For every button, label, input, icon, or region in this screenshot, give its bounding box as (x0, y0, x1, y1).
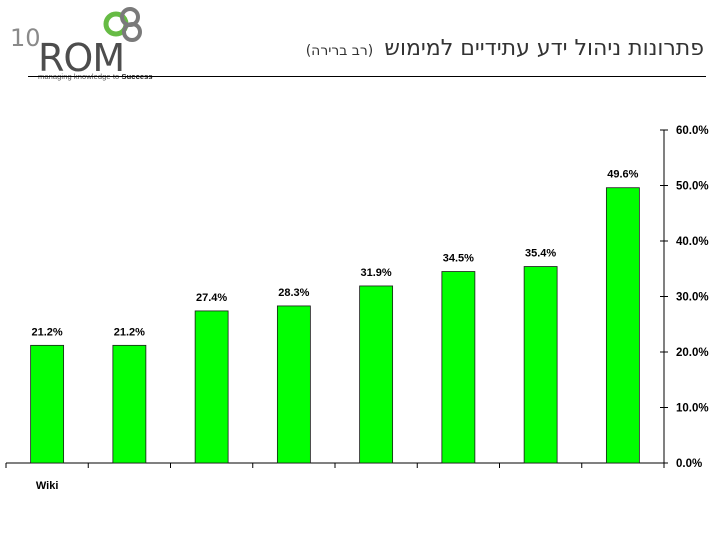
bar (441, 271, 476, 464)
bar (276, 305, 311, 464)
bar-data-label: 27.4% (196, 292, 227, 304)
header-divider (28, 76, 706, 77)
y-tick-label: 20.0% (676, 347, 709, 359)
bar-data-label: 21.2% (32, 326, 63, 338)
page-title-main: פתרונות ניהול ידע עתידיים למימוש (384, 36, 704, 61)
x-category-label: Wiki (36, 480, 59, 492)
y-tick-label: 60.0% (676, 125, 709, 137)
bar-data-label: 49.6% (607, 169, 638, 181)
page-title-subtitle: (רב ברירה) (305, 43, 374, 59)
bar-data-label: 35.4% (525, 248, 556, 260)
bar (30, 344, 65, 464)
logo-number: 10 (10, 24, 41, 52)
logo-name: ROM (38, 36, 125, 80)
bar-data-label: 21.2% (114, 326, 145, 338)
bar (112, 344, 147, 464)
page-title: פתרונות ניהול ידע עתידיים למימוש (רב ברי… (306, 36, 704, 61)
y-tick-label: 30.0% (676, 292, 709, 304)
logo-rings-icon (103, 7, 142, 42)
y-tick-label: 50.0% (676, 181, 709, 193)
bar (359, 285, 394, 464)
bar (523, 266, 558, 464)
bar-data-label: 31.9% (361, 267, 392, 279)
bar-data-label: 28.3% (278, 287, 309, 299)
bar-data-label: 34.5% (443, 253, 474, 265)
bar (194, 310, 229, 464)
y-tick-label: 40.0% (676, 236, 709, 248)
y-tick-label: 10.0% (676, 403, 709, 415)
bar (605, 187, 640, 464)
y-tick-label: 0.0% (676, 458, 702, 470)
